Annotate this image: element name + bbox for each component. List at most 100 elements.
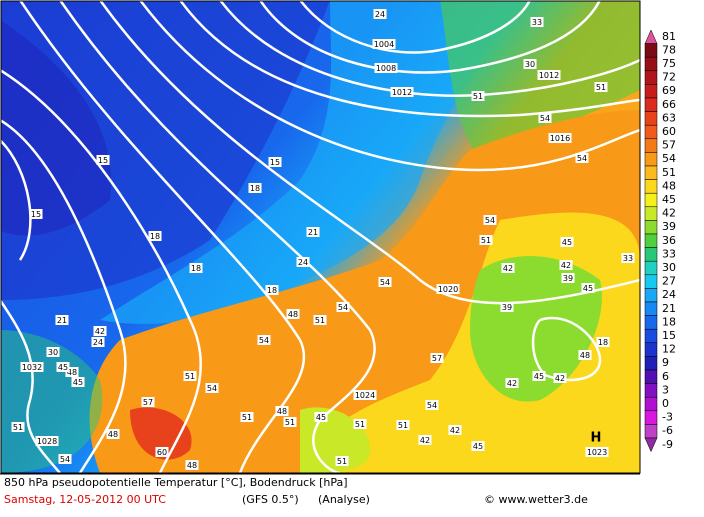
contour-label: 45 <box>314 412 328 422</box>
contour-label: 1012 <box>537 70 561 80</box>
contour-label: 42 <box>448 425 462 435</box>
label-box <box>248 183 262 193</box>
label-box <box>575 153 589 163</box>
label-box <box>205 383 219 393</box>
label-text: 48 <box>67 368 77 377</box>
colorbar-swatch <box>644 274 658 289</box>
contour-label: 54 <box>257 335 271 345</box>
label-text: 21 <box>57 316 67 325</box>
label-box <box>505 378 519 388</box>
contour-label: 42 <box>505 378 519 388</box>
label-box <box>106 429 120 439</box>
label-text: 18 <box>598 338 608 347</box>
credit: © www.wetter3.de <box>484 493 588 506</box>
colorbar-swatch <box>644 56 658 72</box>
colorbar-label: 9 <box>662 356 669 369</box>
label-text: 57 <box>143 398 153 407</box>
label-box <box>553 373 567 383</box>
label-text: 18 <box>267 286 277 295</box>
colorbar-label: 60 <box>662 125 676 138</box>
label-text: 45 <box>58 363 68 372</box>
contour-label: 48 <box>185 460 199 470</box>
label-text: 39 <box>502 303 512 312</box>
label-text: 42 <box>450 426 460 435</box>
colorbar-swatch <box>644 152 658 167</box>
map-frame <box>0 0 641 474</box>
label-box <box>585 447 609 457</box>
contour-label: 51 <box>594 82 608 92</box>
contour-label: 57 <box>430 353 444 363</box>
label-text: 1032 <box>22 363 42 372</box>
contour-label: 48 <box>106 429 120 439</box>
contour-label: 51 <box>183 371 197 381</box>
label-text: 48 <box>288 310 298 319</box>
label-box <box>436 284 460 294</box>
label-text: 60 <box>157 448 167 457</box>
contour-label: 48 <box>286 309 300 319</box>
colorbar-swatch <box>644 288 658 303</box>
colorbar-label: 33 <box>662 247 676 260</box>
label-box <box>336 302 350 312</box>
colorbar-swatch <box>644 396 658 412</box>
contour-label: 1032 <box>20 362 44 372</box>
label-text: 24 <box>298 258 308 267</box>
colorbar-label: 0 <box>662 397 669 410</box>
contour-label: 1020 <box>436 284 460 294</box>
colorbar-swatch <box>644 43 658 58</box>
colorbar-swatch <box>644 369 658 384</box>
label-box <box>471 441 485 451</box>
label-box <box>479 235 493 245</box>
colorbar-label: 21 <box>662 302 676 315</box>
label-box <box>532 371 546 381</box>
label-text: 51 <box>13 423 23 432</box>
colorbar-swatch <box>644 424 658 439</box>
label-box <box>581 283 595 293</box>
colorbar-label: 27 <box>662 275 676 288</box>
colorbar-label: -3 <box>662 411 673 424</box>
label-text: 45 <box>73 378 83 387</box>
label-box <box>141 397 155 407</box>
label-box <box>373 9 387 19</box>
label-text: 45 <box>534 372 544 381</box>
contour-label: 51 <box>471 91 485 101</box>
label-text: 1008 <box>376 64 396 73</box>
label-text: 57 <box>432 354 442 363</box>
colorbar-swatch <box>644 383 658 398</box>
contour-label: 15 <box>268 157 282 167</box>
label-text: 51 <box>355 420 365 429</box>
label-text: 39 <box>563 274 573 283</box>
label-box <box>430 353 444 363</box>
label-box <box>390 87 414 97</box>
label-text: 54 <box>380 278 390 287</box>
label-text: 48 <box>108 430 118 439</box>
colorbar-swatch <box>644 356 658 371</box>
contour-label: 21 <box>55 315 69 325</box>
label-text: 1024 <box>355 391 375 400</box>
label-text: 21 <box>308 228 318 237</box>
contour-label: 21 <box>306 227 320 237</box>
contour-label: 1008 <box>374 63 398 73</box>
colorbar-label: 69 <box>662 84 676 97</box>
label-text: 18 <box>250 184 260 193</box>
label-text: 42 <box>503 264 513 273</box>
contour-label: 48 <box>578 350 592 360</box>
label-box <box>353 390 377 400</box>
colorbar-swatch <box>644 410 658 425</box>
colorbar-swatch <box>644 124 658 140</box>
contour-label: 18 <box>148 231 162 241</box>
contour-label: 51 <box>479 235 493 245</box>
contour-label: 24 <box>373 9 387 19</box>
contour-label: 60 <box>155 447 169 457</box>
contour-label: 45 <box>71 377 85 387</box>
contour-label: 48 <box>275 406 289 416</box>
label-box <box>548 133 572 143</box>
label-text: 48 <box>187 461 197 470</box>
caption: 850 hPa pseudopotentielle Temperatur [°C… <box>4 476 348 489</box>
label-box <box>418 435 432 445</box>
colorbar-label: 48 <box>662 179 676 192</box>
label-box <box>93 326 107 336</box>
colorbar-label: 66 <box>662 98 676 111</box>
label-box <box>374 63 398 73</box>
contour-label: 1016 <box>548 133 572 143</box>
